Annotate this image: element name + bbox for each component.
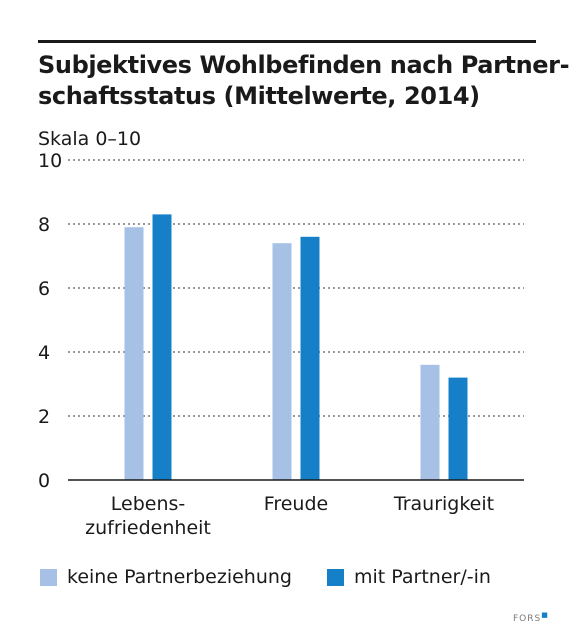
legend-swatch: [327, 568, 344, 586]
logo-mark: ■: [541, 611, 549, 619]
bar: [124, 227, 144, 480]
fors-logo: FORS■: [513, 611, 549, 624]
legend-item-mit-partner: mit Partner/-in: [327, 566, 491, 588]
y-tick-label: 0: [38, 470, 50, 492]
bar: [448, 377, 468, 480]
x-tick-label: Lebens-: [111, 493, 186, 515]
legend-item-keine-partnerbeziehung: keine Partnerbeziehung: [40, 566, 292, 588]
x-tick-label: Freude: [264, 493, 328, 515]
title-line-1: Subjektives Wohlbefinden nach Partner-: [38, 51, 570, 79]
bar: [152, 214, 172, 480]
y-tick-label: 2: [38, 406, 50, 428]
x-tick-label: Traurigkeit: [393, 493, 494, 515]
chart-title: Subjektives Wohlbefinden nach Partner- s…: [38, 50, 570, 112]
legend-label: keine Partnerbeziehung: [67, 566, 292, 588]
y-tick-label: 10: [38, 150, 62, 172]
bar: [272, 243, 292, 480]
legend-swatch: [40, 568, 57, 586]
bar-chart: Skala 0–10 0 2 4 6 8 10 Lebens-zufriedenheit Fre…: [38, 128, 524, 539]
bar: [300, 236, 320, 480]
y-tick-label: 4: [38, 342, 50, 364]
x-tick-label: zufriedenheit: [85, 517, 211, 539]
title-line-2: schaftsstatus (Mittelwerte, 2014): [38, 82, 480, 110]
y-tick-label: 8: [38, 214, 50, 236]
brand-text: FORS: [513, 614, 542, 624]
y-tick-label: 6: [38, 278, 50, 300]
legend-label: mit Partner/-in: [354, 566, 491, 588]
top-rule: [38, 40, 536, 43]
bar: [420, 364, 440, 480]
y-axis-label: Skala 0–10: [38, 128, 141, 150]
